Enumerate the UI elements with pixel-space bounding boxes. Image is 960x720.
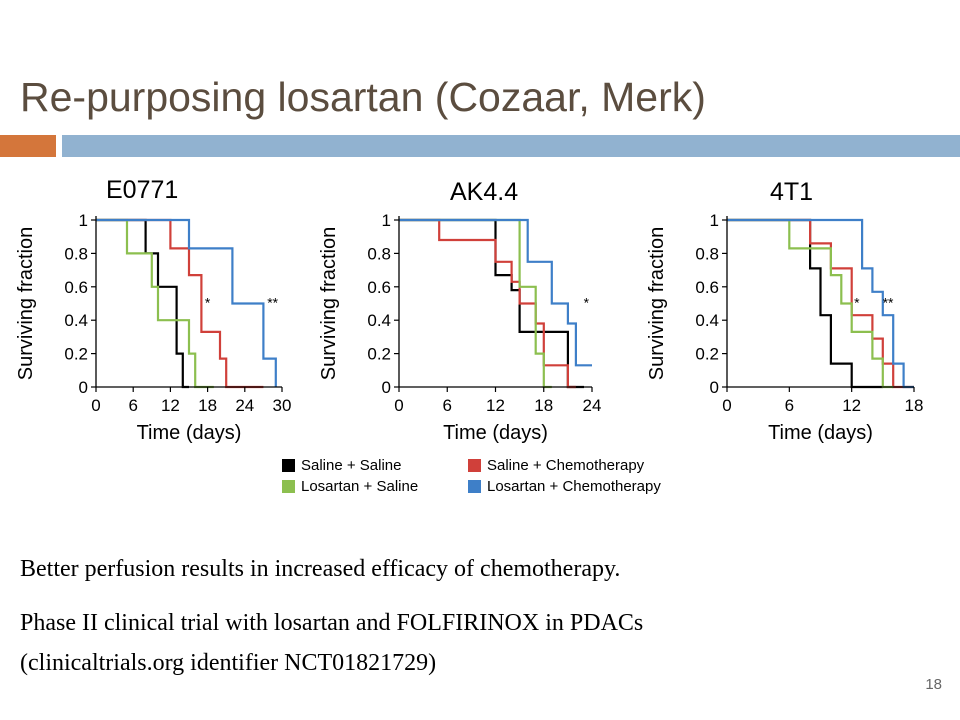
series-line-losartan-chemotherapy xyxy=(727,218,914,389)
y-tick-label: 1 xyxy=(382,211,391,230)
chart-title-4t1: 4T1 xyxy=(770,178,814,206)
x-tick-label: 18 xyxy=(905,396,924,415)
x-tick-label: 6 xyxy=(785,396,794,415)
x-tick-label: 12 xyxy=(842,396,861,415)
legend-label: Saline + Chemotherapy xyxy=(487,457,645,474)
y-tick-label: 0.4 xyxy=(695,311,719,330)
x-tick-label: 12 xyxy=(161,396,180,415)
y-tick-label: 0.4 xyxy=(64,311,88,330)
y-tick-label: 0 xyxy=(79,378,88,397)
series-line-saline-saline xyxy=(96,218,189,389)
x-tick-label: 30 xyxy=(273,396,292,415)
y-tick-label: 0.6 xyxy=(64,278,88,297)
y-axis-label: Surviving fraction xyxy=(15,227,37,380)
legend-swatch xyxy=(468,459,481,472)
x-tick-label: 18 xyxy=(198,396,217,415)
y-tick-label: 0 xyxy=(382,378,391,397)
legend-label: Losartan + Saline xyxy=(301,478,419,495)
body-text-line-2: Phase II clinical trial with losartan an… xyxy=(20,610,644,636)
series-line-losartan-chemotherapy xyxy=(399,218,592,367)
chart-title-ak44: AK4.4 xyxy=(450,178,519,206)
x-tick-label: 0 xyxy=(91,396,100,415)
x-tick-label: 18 xyxy=(534,396,553,415)
x-tick-label: 6 xyxy=(128,396,137,415)
x-axis-label: Time (days) xyxy=(768,422,873,444)
legend-label: Losartan + Chemotherapy xyxy=(487,478,661,495)
y-axis-label: Surviving fraction xyxy=(646,227,668,380)
y-tick-label: 1 xyxy=(79,211,88,230)
significance-marker: * xyxy=(205,295,211,311)
title-accent-bar-orange xyxy=(0,135,56,157)
legend-swatch xyxy=(282,480,295,493)
series-line-losartan-saline xyxy=(399,218,552,389)
y-tick-label: 0.6 xyxy=(367,278,391,297)
y-tick-label: 0.2 xyxy=(64,345,88,364)
significance-marker: ** xyxy=(883,295,894,311)
x-tick-label: 0 xyxy=(394,396,403,415)
legend-item-losartan-saline: Losartan + Saline xyxy=(282,478,418,495)
y-tick-label: 0.8 xyxy=(695,244,719,263)
x-tick-label: 6 xyxy=(443,396,452,415)
legend-swatch xyxy=(282,459,295,472)
y-tick-label: 0.2 xyxy=(695,345,719,364)
significance-marker: * xyxy=(854,295,860,311)
chart-1: 0 6 12 18 24 0 0.2 0.4 0.6 0.8 1 Time (days) Survivi… xyxy=(318,211,601,444)
chart-2: 0 6 12 18 0 0.2 0.4 0.6 0.8 1 Time (days) Surviving… xyxy=(646,211,923,444)
series-line-saline-chemotherapy xyxy=(727,218,914,389)
legend-item-losartan-chemotherapy: Losartan + Chemotherapy xyxy=(468,478,661,495)
chart-title-e0771: E0771 xyxy=(106,176,179,204)
legend-label: Saline + Saline xyxy=(301,457,402,474)
y-tick-label: 0.8 xyxy=(64,244,88,263)
page-number: 18 xyxy=(925,676,942,693)
y-tick-label: 0.2 xyxy=(367,345,391,364)
y-axis-label: Surviving fraction xyxy=(318,227,340,380)
x-tick-label: 24 xyxy=(235,396,254,415)
series-line-saline-chemotherapy xyxy=(399,218,576,389)
x-tick-label: 0 xyxy=(722,396,731,415)
series-line-saline-chemotherapy xyxy=(96,218,264,389)
y-tick-label: 0 xyxy=(710,378,719,397)
x-axis-label: Time (days) xyxy=(443,422,548,444)
legend-item-saline-chemotherapy: Saline + Chemotherapy xyxy=(468,457,644,474)
y-tick-label: 1 xyxy=(710,211,719,230)
significance-marker: * xyxy=(584,295,590,311)
x-tick-label: 24 xyxy=(583,396,602,415)
y-tick-label: 0.6 xyxy=(695,278,719,297)
legend-swatch xyxy=(468,480,481,493)
y-tick-label: 0.8 xyxy=(367,244,391,263)
body-text-line-3: (clinicaltrials.org identifier NCT018217… xyxy=(20,650,437,676)
y-tick-label: 0.4 xyxy=(367,311,391,330)
series-line-losartan-saline xyxy=(727,218,894,389)
series-line-losartan-chemotherapy xyxy=(96,218,277,387)
x-tick-label: 12 xyxy=(486,396,505,415)
body-text-line-1: Better perfusion results in increased ef… xyxy=(20,556,621,582)
title-accent-bar-blue xyxy=(62,135,960,157)
significance-marker: ** xyxy=(267,295,278,311)
chart-0: 0 6 12 18 24 30 0 0.2 0.4 0.6 0.8 1 Time (days) Survi… xyxy=(15,211,291,444)
slide-title: Re-purposing losartan (Cozaar, Merk) xyxy=(20,74,706,120)
legend-item-saline-saline: Saline + Saline xyxy=(282,457,402,474)
x-axis-label: Time (days) xyxy=(137,422,242,444)
series-line-losartan-saline xyxy=(96,218,214,389)
